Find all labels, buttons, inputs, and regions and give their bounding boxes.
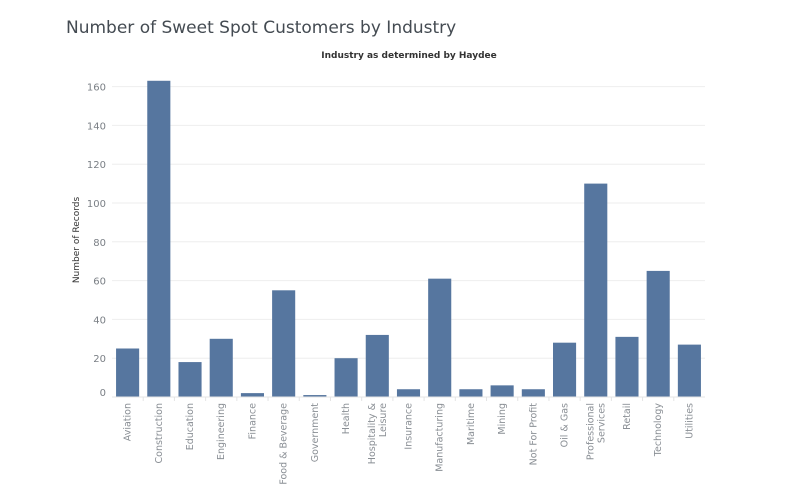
- bar[interactable]: [459, 389, 483, 397]
- bar[interactable]: [553, 342, 577, 397]
- bar[interactable]: [584, 183, 608, 397]
- bar[interactable]: [178, 362, 202, 397]
- x-tick-label: Professional: [585, 403, 596, 460]
- y-tick-label: 160: [87, 83, 106, 94]
- x-tick-label: Education: [185, 403, 196, 450]
- y-tick-label: 20: [93, 354, 106, 365]
- x-tick-label: Technology: [653, 403, 664, 458]
- bar[interactable]: [615, 336, 639, 397]
- bar[interactable]: [116, 348, 140, 398]
- x-tick-label: Utilities: [684, 403, 695, 439]
- bar[interactable]: [428, 278, 452, 397]
- x-tick-label: Construction: [154, 403, 165, 464]
- chart-title: Number of Sweet Spot Customers by Indust…: [66, 18, 457, 38]
- y-tick-label: 100: [87, 199, 106, 210]
- x-tick-label: Oil & Gas: [560, 403, 571, 447]
- bar[interactable]: [365, 334, 389, 397]
- gridlines: [112, 86, 705, 359]
- y-tick-label: 140: [87, 121, 106, 132]
- x-tick-label: Retail: [622, 403, 633, 430]
- x-tick-label: Engineering: [216, 403, 227, 460]
- chart-subtitle: Industry as determined by Haydee: [321, 51, 497, 61]
- y-tick-label: 40: [93, 315, 106, 326]
- bar[interactable]: [303, 395, 327, 397]
- y-tick-label: 120: [87, 160, 106, 171]
- bars: [116, 80, 701, 398]
- x-tick-label: Finance: [247, 403, 258, 439]
- y-tick-label: 0: [100, 388, 106, 399]
- y-tick-label: 80: [93, 238, 106, 249]
- y-axis-label: Number of Records: [72, 197, 82, 284]
- bar[interactable]: [521, 389, 545, 397]
- bar[interactable]: [396, 389, 421, 397]
- bar[interactable]: [646, 270, 670, 397]
- x-tick-label: Health: [341, 403, 352, 434]
- bar[interactable]: [677, 344, 701, 397]
- bar[interactable]: [490, 385, 514, 397]
- bar[interactable]: [334, 358, 358, 397]
- x-tick-label: Manufacturing: [435, 403, 446, 472]
- x-tick-label: Hospitality &: [367, 402, 378, 464]
- bar[interactable]: [147, 80, 171, 397]
- x-tick-label: Aviation: [123, 403, 134, 441]
- x-tick-label: Mining: [497, 403, 508, 435]
- bar[interactable]: [240, 393, 264, 397]
- bar[interactable]: [209, 338, 233, 397]
- x-tick-label: Maritime: [466, 403, 477, 445]
- x-axis-labels: Aviation Construction Education Engineering…: [112, 396, 705, 485]
- x-tick-label: Food & Beverage: [279, 403, 290, 485]
- x-tick-label: Services: [596, 403, 607, 443]
- bar[interactable]: [272, 290, 296, 397]
- x-tick-label: Not For Profit: [528, 403, 539, 466]
- x-tick-label: Government: [310, 403, 321, 463]
- y-tick-label: 60: [93, 277, 106, 288]
- y-axis-ticks: 0 20 40 60 80 100 120 140 160: [87, 83, 106, 399]
- x-tick-label: Insurance: [404, 403, 415, 450]
- x-tick-label: Leisure: [378, 403, 389, 437]
